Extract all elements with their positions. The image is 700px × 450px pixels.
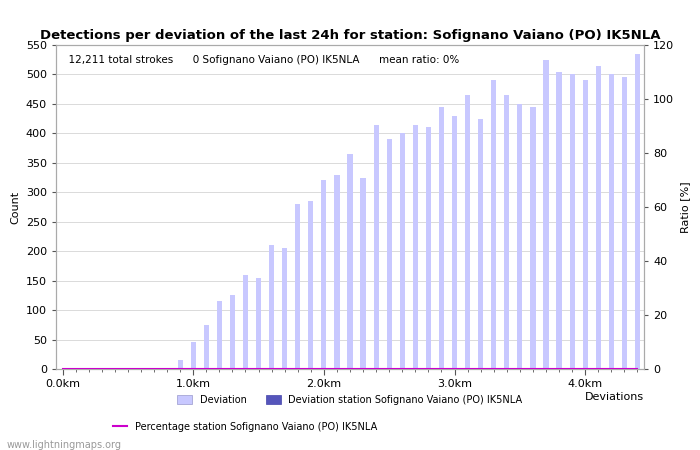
Bar	[243, 275, 248, 369]
Bar	[269, 245, 274, 369]
Bar	[347, 154, 353, 369]
Bar	[635, 54, 640, 369]
Bar	[386, 139, 392, 369]
Bar	[570, 74, 575, 369]
Bar	[360, 178, 365, 369]
Legend: Percentage station Sofignano Vaiano (PO) IK5NLA: Percentage station Sofignano Vaiano (PO)…	[113, 422, 377, 432]
Bar	[439, 107, 444, 369]
Bar	[517, 104, 522, 369]
Bar	[256, 278, 261, 369]
Bar	[543, 60, 549, 369]
Bar	[204, 325, 209, 369]
Y-axis label: Ratio [%]: Ratio [%]	[680, 181, 689, 233]
Bar	[596, 66, 601, 369]
Bar	[335, 175, 339, 369]
Bar	[295, 204, 300, 369]
Bar	[609, 74, 614, 369]
Bar	[282, 248, 287, 369]
Text: www.lightningmaps.org: www.lightningmaps.org	[7, 440, 122, 450]
Bar	[308, 201, 314, 369]
Bar	[217, 301, 222, 369]
Bar	[374, 125, 379, 369]
Bar	[413, 125, 418, 369]
Title: Detections per deviation of the last 24h for station: Sofignano Vaiano (PO) IK5N: Detections per deviation of the last 24h…	[40, 29, 660, 42]
Bar	[491, 81, 496, 369]
Text: 12,211 total strokes      0 Sofignano Vaiano (PO) IK5NLA      mean ratio: 0%: 12,211 total strokes 0 Sofignano Vaiano …	[62, 55, 459, 65]
Bar	[582, 81, 588, 369]
Text: Deviations: Deviations	[585, 392, 644, 402]
Bar	[426, 127, 431, 369]
Bar	[230, 295, 235, 369]
Bar	[400, 133, 405, 369]
Bar	[465, 95, 470, 369]
Bar	[556, 72, 561, 369]
Bar	[190, 342, 196, 369]
Y-axis label: Count: Count	[10, 190, 20, 224]
Bar	[504, 95, 510, 369]
Bar	[178, 360, 183, 369]
Legend: Deviation, Deviation station Sofignano Vaiano (PO) IK5NLA: Deviation, Deviation station Sofignano V…	[177, 395, 523, 405]
Bar	[321, 180, 326, 369]
Bar	[452, 116, 457, 369]
Bar	[478, 119, 483, 369]
Bar	[531, 107, 536, 369]
Bar	[622, 77, 627, 369]
